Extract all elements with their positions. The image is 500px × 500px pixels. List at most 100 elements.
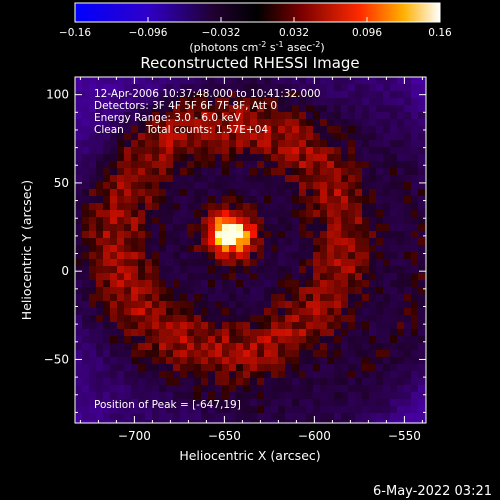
heatmap-cell: [404, 280, 412, 288]
heatmap-cell: [117, 189, 125, 197]
heatmap-cell: [236, 189, 244, 197]
heatmap-cell: [173, 182, 181, 190]
heatmap-cell: [82, 238, 90, 246]
heatmap-cell: [306, 147, 314, 155]
heatmap-cell: [341, 308, 349, 316]
heatmap-cell: [75, 273, 83, 281]
heatmap-cell: [236, 315, 244, 323]
heatmap-cell: [89, 203, 97, 211]
heatmap-cell: [362, 287, 370, 295]
heatmap-cell: [201, 196, 209, 204]
heatmap-cell: [292, 259, 300, 267]
heatmap-cell: [194, 329, 202, 337]
heatmap-cell: [201, 329, 209, 337]
heatmap-cell: [138, 322, 146, 330]
heatmap-cell: [376, 336, 384, 344]
heatmap-cell: [152, 77, 160, 85]
heatmap-cell: [166, 385, 174, 393]
heatmap-cell: [369, 385, 377, 393]
heatmap-cell: [110, 259, 118, 267]
heatmap-cell: [320, 378, 328, 386]
heatmap-cell: [152, 371, 160, 379]
heatmap-cell: [369, 231, 377, 239]
heatmap-cell: [145, 392, 153, 400]
heatmap-cell: [89, 315, 97, 323]
heatmap-cell: [96, 77, 104, 85]
heatmap-cell: [250, 126, 258, 134]
heatmap-cell: [201, 168, 209, 176]
heatmap-cell: [271, 210, 279, 218]
heatmap-cell: [383, 210, 391, 218]
heatmap-cell: [334, 413, 342, 421]
heatmap-cell: [236, 378, 244, 386]
heatmap-cell: [292, 280, 300, 288]
heatmap-cell: [390, 280, 398, 288]
heatmap-cell: [89, 133, 97, 141]
y-tick-label: 100: [46, 88, 69, 102]
heatmap-cell: [411, 105, 419, 113]
heatmap-cell: [208, 413, 216, 421]
heatmap-cell: [397, 406, 405, 414]
heatmap-cell: [180, 217, 188, 225]
heatmap-cell: [390, 182, 398, 190]
heatmap-cell: [264, 168, 272, 176]
heatmap-cell: [243, 420, 251, 423]
heatmap-cell: [131, 392, 139, 400]
heatmap-cell: [278, 399, 286, 407]
heatmap-cell: [103, 154, 111, 162]
heatmap-cell: [299, 259, 307, 267]
heatmap-cell: [355, 343, 363, 351]
heatmap-cell: [250, 77, 258, 85]
heatmap-cell: [89, 329, 97, 337]
heatmap-cell: [257, 364, 265, 372]
heatmap-cell: [299, 126, 307, 134]
heatmap-cell: [229, 252, 237, 260]
heatmap-cell: [383, 245, 391, 253]
heatmap-cell: [201, 413, 209, 421]
heatmap-cell: [173, 147, 181, 155]
heatmap-cell: [327, 371, 335, 379]
heatmap-cell: [376, 273, 384, 281]
heatmap-cell: [145, 350, 153, 358]
heatmap-cell: [418, 238, 426, 246]
heatmap-cell: [180, 301, 188, 309]
heatmap-cell: [180, 329, 188, 337]
heatmap-cell: [271, 413, 279, 421]
heatmap-cell: [369, 371, 377, 379]
heatmap-cell: [236, 252, 244, 260]
heatmap-cell: [404, 287, 412, 295]
heatmap-cell: [124, 315, 132, 323]
heatmap-cell: [313, 175, 321, 183]
heatmap-cell: [208, 140, 216, 148]
heatmap-cell: [257, 413, 265, 421]
heatmap-cell: [285, 294, 293, 302]
heatmap-cell: [103, 322, 111, 330]
heatmap-cell: [257, 399, 265, 407]
heatmap-cell: [138, 336, 146, 344]
heatmap-cell: [103, 287, 111, 295]
heatmap-cell: [327, 336, 335, 344]
heatmap-cell: [194, 252, 202, 260]
heatmap-cell: [397, 224, 405, 232]
heatmap-cell: [166, 343, 174, 351]
heatmap-cell: [327, 413, 335, 421]
heatmap-cell: [208, 266, 216, 274]
heatmap-cell: [89, 308, 97, 316]
heatmap-cell: [278, 147, 286, 155]
heatmap-cell: [257, 280, 265, 288]
heatmap-cell: [89, 385, 97, 393]
heatmap-cell: [362, 217, 370, 225]
heatmap-cell: [89, 175, 97, 183]
heatmap-cell: [117, 357, 125, 365]
heatmap-cell: [369, 315, 377, 323]
heatmap-cell: [117, 161, 125, 169]
heatmap-cell: [201, 399, 209, 407]
heatmap-cell: [383, 413, 391, 421]
heatmap-cell: [222, 322, 230, 330]
heatmap-cell: [355, 315, 363, 323]
heatmap-cell: [390, 322, 398, 330]
heatmap-cell: [110, 287, 118, 295]
heatmap-cell: [348, 98, 356, 106]
heatmap-cell: [159, 84, 167, 92]
heatmap-cell: [306, 322, 314, 330]
